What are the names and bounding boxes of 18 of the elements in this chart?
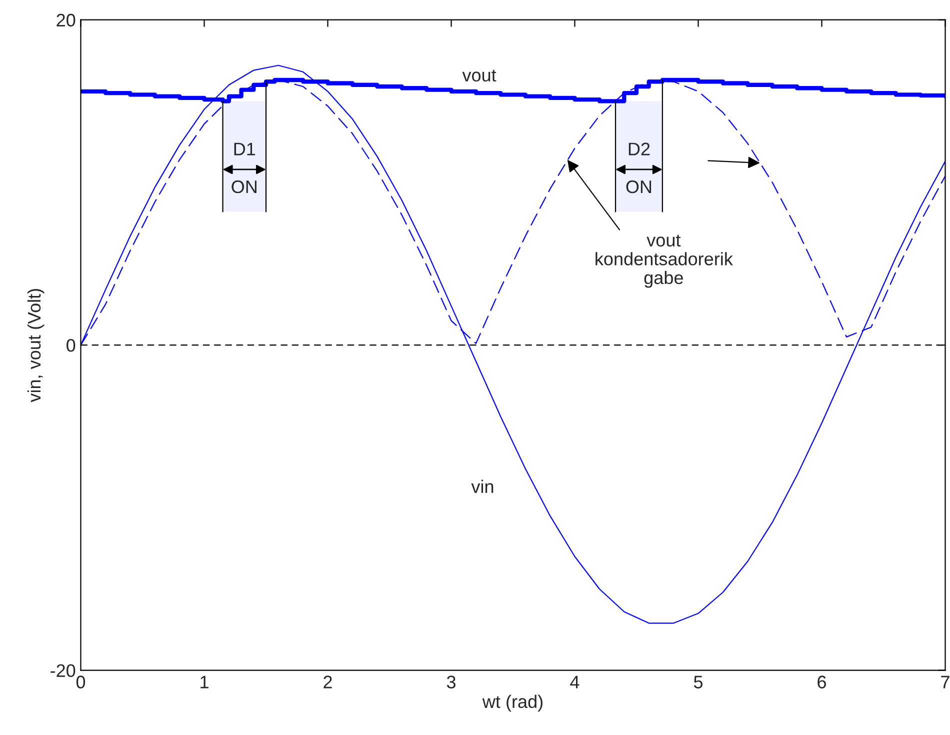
x-tick-label: 2 <box>324 676 332 688</box>
x-tick-label: 1 <box>200 676 208 688</box>
y-tick-label: 20 <box>56 14 76 27</box>
series-label: vin <box>471 480 494 493</box>
text: D2 ON <box>626 142 652 194</box>
x-axis-title: wt (rad) <box>482 694 542 712</box>
annotation: vout kondentsadorerik gabe <box>596 234 733 288</box>
x-tick-label: 3 <box>446 676 456 688</box>
x-tick-label: 5 <box>694 676 703 688</box>
y-axis-title: vin, vout (Volt) <box>27 289 44 402</box>
x-tick-label: 0 <box>76 676 86 688</box>
x-tick-label: 4 <box>570 676 580 688</box>
text: D1 ON <box>232 142 256 194</box>
series-label: vout <box>462 70 496 82</box>
y-tick-label: 0 <box>66 339 76 352</box>
x-tick-label: 6 <box>818 676 826 688</box>
y-tick-label: -20 <box>50 664 76 678</box>
x-tick-label: 7 <box>941 676 950 688</box>
